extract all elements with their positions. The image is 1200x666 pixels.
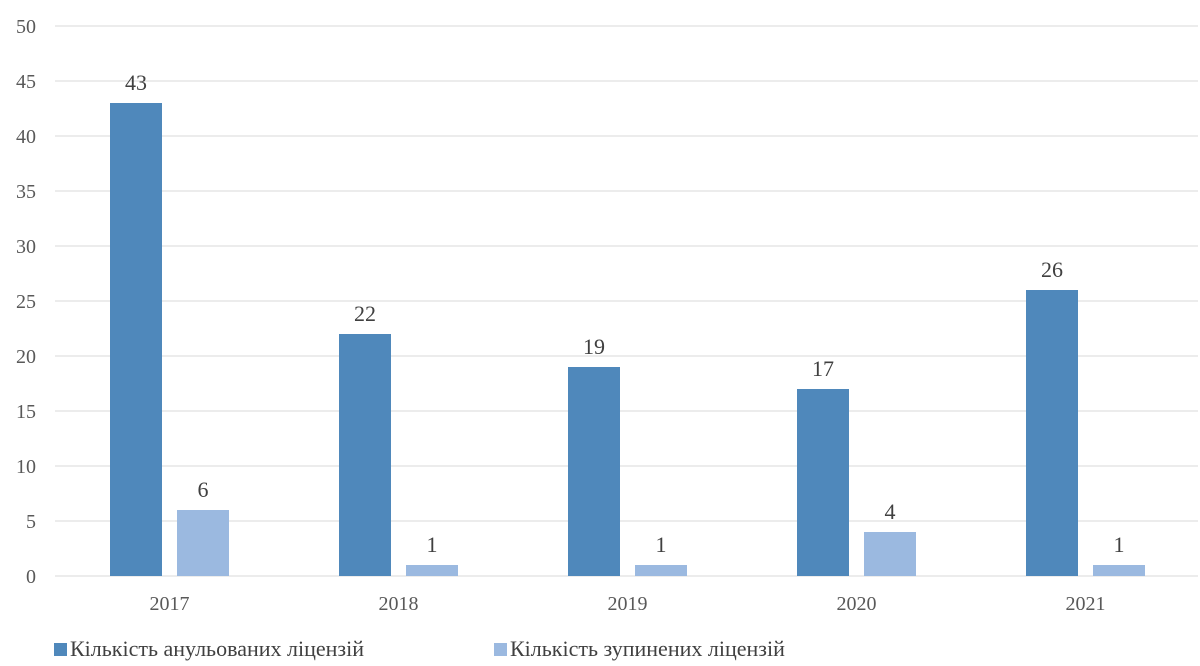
y-tick-label: 25 xyxy=(16,291,36,313)
y-tick-label: 40 xyxy=(16,126,36,148)
y-tick-label: 15 xyxy=(16,401,36,423)
data-label: 1 xyxy=(1114,532,1125,557)
y-tick-label: 30 xyxy=(16,236,36,258)
bar-annulled-2018 xyxy=(339,334,391,576)
bar-suspended-2017 xyxy=(177,510,229,576)
x-tick-label: 2021 xyxy=(1066,593,1106,615)
bar-suspended-2021 xyxy=(1093,565,1145,576)
bar-suspended-2019 xyxy=(635,565,687,576)
data-label: 6 xyxy=(198,477,209,502)
bar-annulled-2020 xyxy=(797,389,849,576)
bar-annulled-2019 xyxy=(568,367,620,576)
data-label: 1 xyxy=(427,532,438,557)
bar-suspended-2018 xyxy=(406,565,458,576)
data-label: 19 xyxy=(583,334,605,359)
y-tick-label: 20 xyxy=(16,346,36,368)
bars xyxy=(110,103,1145,576)
gridlines xyxy=(55,25,1198,577)
x-axis-ticks: 2017 2018 2019 2020 2021 xyxy=(150,593,1106,615)
y-tick-label: 45 xyxy=(16,71,36,93)
bar-annulled-2021 xyxy=(1026,290,1078,576)
x-tick-label: 2019 xyxy=(608,593,648,615)
bar-annulled-2017 xyxy=(110,103,162,576)
x-tick-label: 2020 xyxy=(837,593,877,615)
data-label: 26 xyxy=(1041,257,1063,282)
data-label: 1 xyxy=(656,532,667,557)
legend-label: Кількість зупинених ліцензій xyxy=(510,636,785,661)
data-label: 4 xyxy=(885,499,896,524)
legend-label: Кількість анульованих ліцензій xyxy=(70,636,364,661)
y-tick-label: 5 xyxy=(26,511,36,533)
legend-swatch xyxy=(54,643,67,656)
y-axis-ticks: 0 5 10 15 20 25 30 35 40 45 50 xyxy=(16,16,36,588)
legend-swatch xyxy=(494,643,507,656)
data-label: 22 xyxy=(354,301,376,326)
bar-suspended-2020 xyxy=(864,532,916,576)
x-tick-label: 2018 xyxy=(379,593,419,615)
y-tick-label: 10 xyxy=(16,456,36,478)
x-tick-label: 2017 xyxy=(150,593,190,615)
legend: Кількість анульованих ліцензій Кількість … xyxy=(54,636,785,661)
y-tick-label: 35 xyxy=(16,181,36,203)
data-label: 17 xyxy=(812,356,834,381)
data-label: 43 xyxy=(125,70,147,95)
data-labels: 43 6 22 1 19 1 17 4 26 1 xyxy=(125,70,1125,557)
y-tick-label: 0 xyxy=(26,566,36,588)
y-tick-label: 50 xyxy=(16,16,36,38)
